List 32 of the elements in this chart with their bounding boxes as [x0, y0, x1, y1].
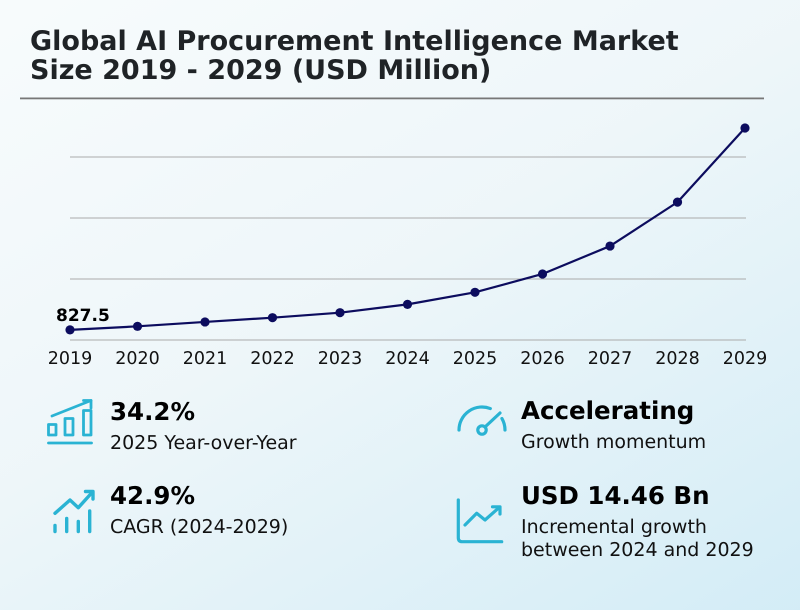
text: Incremental growth between 2024 and 2029: [521, 516, 754, 561]
point: [470, 288, 480, 297]
x-tick-label: 2025: [452, 349, 498, 369]
text: 34.2%: [110, 397, 195, 426]
x-tick-label: 2020: [115, 349, 160, 369]
text: USD 14.46 Bn: [521, 481, 710, 510]
point: [672, 198, 682, 207]
point: [65, 325, 75, 335]
text: Growth momentum: [521, 431, 706, 453]
point: [335, 308, 345, 318]
point: [268, 313, 278, 322]
x-tick-label: 2026: [520, 349, 565, 369]
chart-title: Global AI Procurement Intelligence Market Size 2019 - 2029 (USD Million): [30, 26, 679, 86]
point: [605, 241, 615, 251]
point: [200, 317, 210, 327]
point: [740, 123, 750, 133]
x-tick-label: 2024: [385, 349, 430, 369]
point: [132, 322, 142, 331]
x-tick-label: 2027: [588, 349, 632, 369]
point: [538, 269, 548, 279]
x-tick-label: 2019: [48, 349, 92, 369]
text: Accelerating: [521, 396, 694, 425]
x-tick-label: 2021: [182, 349, 228, 369]
point: [402, 300, 412, 309]
text: 2025 Year-over-Year: [110, 432, 297, 454]
data-label: 827.5: [56, 306, 110, 326]
x-tick-label: 2029: [722, 349, 768, 369]
text: 42.9%: [110, 481, 195, 510]
x-tick-label: 2023: [318, 349, 362, 369]
text: CAGR (2024-2029): [110, 516, 288, 538]
x-tick-label: 2028: [655, 349, 700, 369]
x-tick-label: 2022: [250, 349, 295, 369]
